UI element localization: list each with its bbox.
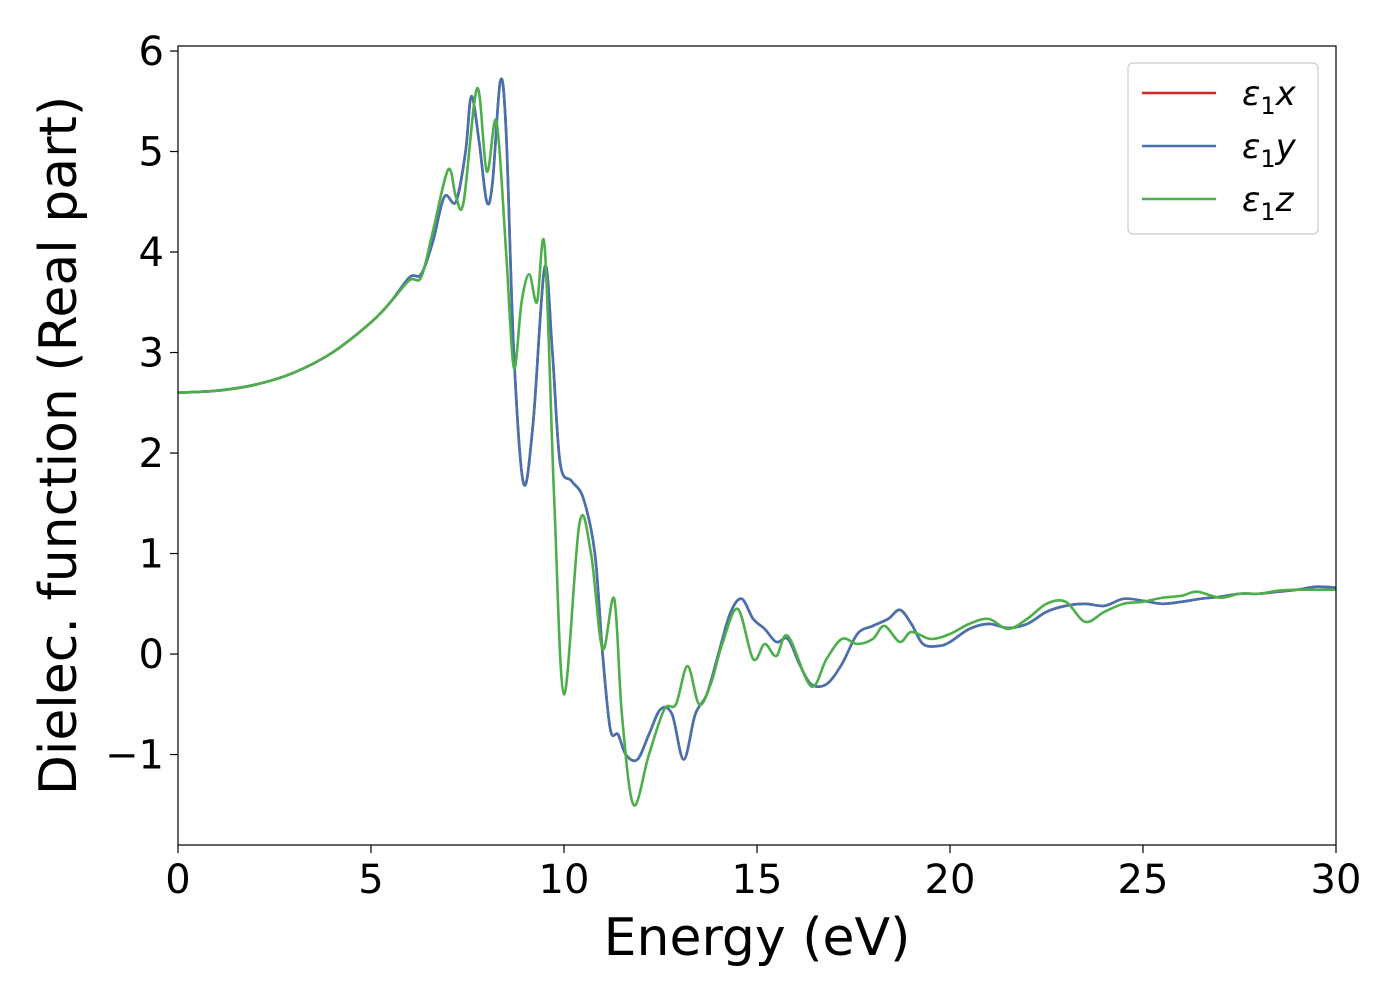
legend-entry: ε1y [1242,127,1297,173]
y-axis: −1 0 1 2 3 4 5 6 [105,29,178,779]
x-tick-label: 30 [1311,857,1362,903]
y-tick-label: 6 [139,29,164,75]
x-axis: 0 5 10 15 20 25 30 [165,845,1361,903]
legend-entry: ε1x [1242,74,1297,120]
x-tick-label: 10 [539,857,590,903]
x-tick-label: 15 [732,857,783,903]
legend: ε1x ε1y ε1z [1127,62,1319,235]
y-tick-label: 0 [139,632,164,678]
plot-lines [178,77,1336,807]
series-line-3 [178,86,1336,807]
y-tick-label: 2 [139,431,164,477]
x-tick-label: 25 [1118,857,1169,903]
y-tick-label: 5 [139,130,164,176]
x-tick-label: 20 [925,857,976,903]
y-axis-label: Dielec. function (Real part) [29,96,89,795]
legend-box [1127,62,1319,235]
y-tick-label: −1 [105,733,164,779]
y-tick-label: 1 [139,532,164,578]
x-axis-label: Energy (eV) [604,908,911,968]
x-tick-label: 0 [165,857,190,903]
y-tick-label: 4 [139,230,164,276]
y-tick-label: 3 [139,331,164,377]
legend-entry: ε1z [1242,180,1295,226]
x-tick-label: 5 [358,857,383,903]
